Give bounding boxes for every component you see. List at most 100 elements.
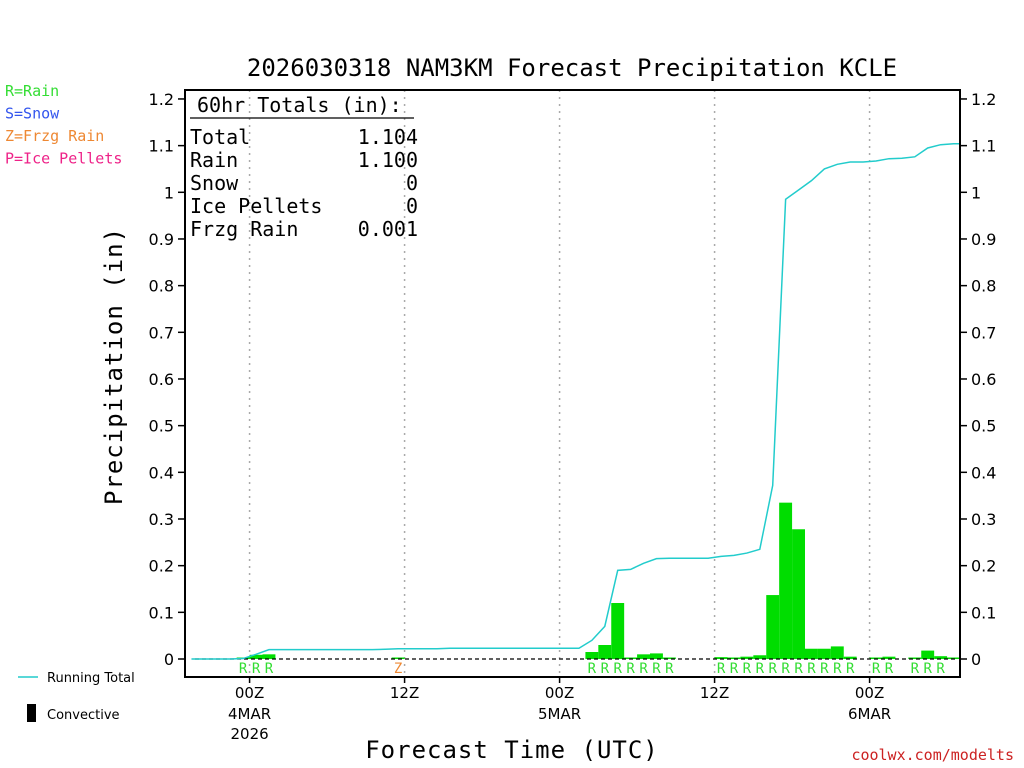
y-tick-label-right: 0.7 [971, 323, 996, 342]
y-tick-label-left: 0.3 [149, 510, 174, 529]
chart-title: 2026030318 NAM3KM Forecast Precipitation… [247, 54, 897, 82]
bar [843, 656, 857, 659]
bar [921, 650, 935, 659]
axes: 0 00.1 0.10.2 0.20.3 0.30.4 0.40.5 0.50.6 0.60.… [149, 89, 996, 743]
bar-series [195, 502, 960, 660]
running-total-line [191, 143, 960, 660]
bar [753, 655, 767, 659]
ptype-label: R [743, 661, 752, 677]
ptype-label: R [936, 661, 945, 677]
y-tick-label-left: 0.5 [149, 417, 174, 436]
y-tick-label-left: 0.9 [149, 230, 174, 249]
bar [869, 657, 883, 659]
ptype-label: R [846, 661, 855, 677]
ptype-label: R [265, 661, 274, 677]
x-tick-label: 00Z [545, 684, 574, 702]
totals-row-label: Rain [190, 148, 238, 172]
totals-row-value: 1.100 [358, 148, 418, 172]
x-tick-date: 6MAR [848, 705, 891, 723]
bar [727, 657, 741, 659]
bar [611, 602, 625, 659]
ptype-label: R [756, 661, 765, 677]
totals-row-label: Total [190, 125, 250, 149]
y-tick-label-right: 0 [971, 650, 981, 669]
y-tick-label-left: 0.2 [149, 557, 174, 576]
totals-row-value: 0.001 [358, 217, 418, 241]
bar [947, 657, 960, 659]
ptype-label: R [820, 661, 829, 677]
ptype-label: R [717, 661, 726, 677]
bar [262, 654, 276, 659]
ptype-label: R [872, 661, 881, 677]
y-tick-label-left: 0.7 [149, 323, 174, 342]
y-tick-label-right: 0.8 [971, 277, 996, 296]
totals-box: 60hr Totals (in): Total 1.104 Rain 1.100 Snow… [190, 93, 418, 241]
bar [249, 654, 263, 659]
bar [882, 656, 896, 659]
bar [805, 648, 818, 659]
ptype-label: R [781, 661, 790, 677]
bar [766, 595, 780, 659]
y-tick-label-left: 1.1 [149, 137, 174, 156]
x-tick-label: 12Z [700, 684, 729, 702]
y-tick-label-left: 0.6 [149, 370, 174, 389]
bar [740, 656, 754, 659]
ptype-label: R [911, 661, 920, 677]
y-tick-label-right: 0.3 [971, 510, 996, 529]
bar [598, 644, 612, 659]
convective-legend-swatch [27, 704, 36, 722]
totals-row-value: 0 [406, 194, 418, 218]
ptype-legend-item: P=Ice Pellets [5, 150, 122, 168]
bar [830, 646, 844, 659]
ptype-legend-item: S=Snow [5, 105, 60, 123]
ptype-label: R [588, 661, 597, 677]
bar [714, 657, 728, 659]
bar [624, 657, 638, 659]
bar [792, 529, 805, 659]
running-total-legend-label: Running Total [47, 671, 135, 686]
totals-title: 60hr Totals (in): [197, 93, 402, 117]
bar [908, 657, 922, 659]
ptype-label: R [833, 661, 842, 677]
bar [662, 657, 676, 659]
y-tick-label-right: 0.4 [971, 463, 996, 482]
bar [585, 651, 599, 659]
y-tick-label-left: 0.1 [149, 603, 174, 622]
y-tick-label-right: 1.2 [971, 90, 996, 109]
totals-row-value: 0 [406, 171, 418, 195]
ptype-label: R [601, 661, 610, 677]
ptype-label: R [923, 661, 932, 677]
x-tick-label: 12Z [390, 684, 419, 702]
y-tick-label-left: 0.8 [149, 277, 174, 296]
y-tick-label-left: 0.4 [149, 463, 174, 482]
y-axis-label: Precipitation (in) [100, 227, 128, 505]
running-total-series [191, 143, 960, 660]
plot-frame [184, 89, 961, 678]
y-tick-label-left: 0 [164, 650, 174, 669]
bar [391, 657, 405, 659]
bar [650, 653, 663, 659]
ptype-legend-item: Z=Frzg Rain [5, 127, 104, 145]
credit-text: coolwx.com/modelts [851, 746, 1014, 764]
y-tick-label-right: 0.5 [971, 417, 996, 436]
x-tick-year: 2026 [230, 725, 268, 743]
ptype-label: R [239, 661, 248, 677]
bar [637, 654, 650, 659]
ptype-label: R [613, 661, 622, 677]
bar [934, 656, 948, 659]
y-tick-label-right: 0.9 [971, 230, 996, 249]
y-tick-label-left: 1 [164, 183, 174, 202]
ptype-label: R [807, 661, 816, 677]
bar [779, 502, 793, 659]
y-tick-label-right: 0.1 [971, 603, 996, 622]
x-tick-date: 4MAR [228, 705, 271, 723]
ptype-label: R [794, 661, 803, 677]
ptype-legend-item: R=Rain [5, 82, 59, 100]
ptype-label: Z [394, 661, 402, 677]
x-tick-label: 00Z [855, 684, 884, 702]
legends: R=Rain S=Snow Z=Frzg Rain P=Ice Pellets Runn… [5, 82, 135, 723]
x-tick-date: 5MAR [538, 705, 581, 723]
ptype-label: R [626, 661, 635, 677]
